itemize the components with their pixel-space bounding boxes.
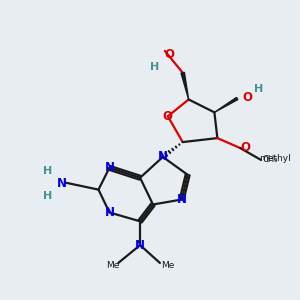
- Text: Me: Me: [161, 261, 175, 270]
- Text: H: H: [43, 190, 52, 201]
- Text: Me: Me: [106, 261, 119, 270]
- Text: CH₃: CH₃: [262, 155, 278, 164]
- Text: methyl: methyl: [259, 154, 291, 164]
- Text: O: O: [242, 91, 252, 104]
- Text: N: N: [177, 193, 187, 206]
- Text: N: N: [57, 177, 67, 190]
- Text: O: O: [165, 48, 175, 62]
- Text: O: O: [163, 110, 173, 123]
- Text: N: N: [135, 238, 145, 252]
- Text: N: N: [104, 206, 114, 219]
- Text: H: H: [43, 166, 52, 176]
- Polygon shape: [181, 72, 189, 100]
- Text: O: O: [240, 140, 250, 154]
- Text: H: H: [150, 62, 160, 72]
- Text: H: H: [254, 84, 264, 94]
- Polygon shape: [214, 98, 238, 112]
- Text: N: N: [158, 150, 168, 164]
- Text: N: N: [104, 161, 114, 174]
